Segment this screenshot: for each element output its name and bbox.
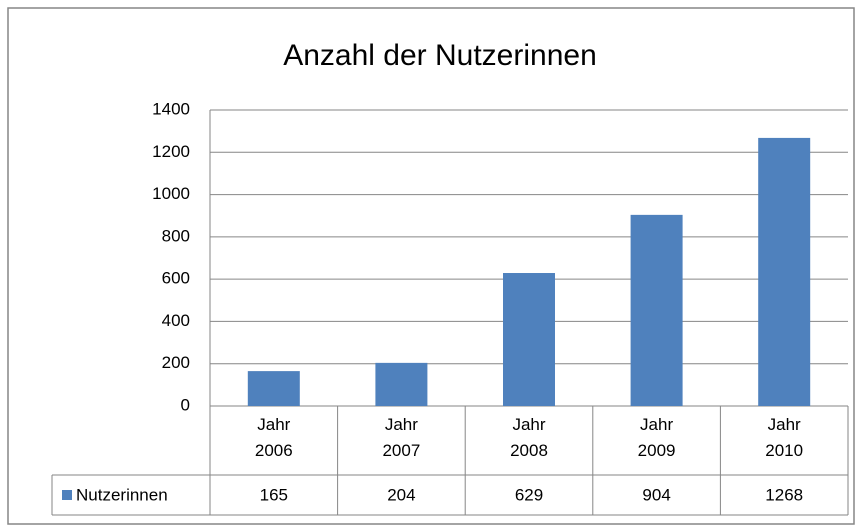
- x-tick-label: Jahr 2009: [637, 415, 676, 460]
- x-tick-label: Jahr 2008: [510, 415, 548, 460]
- legend-key: [62, 490, 72, 500]
- x-tick-label: Jahr 2010: [765, 415, 804, 460]
- data-table-value: 629: [515, 485, 543, 504]
- y-tick-label: 1000: [152, 184, 190, 203]
- y-tick-label: 400: [162, 311, 190, 330]
- bar: [247, 371, 300, 406]
- data-table-value: 204: [387, 485, 415, 504]
- y-tick-label: 200: [162, 353, 190, 372]
- y-tick-label: 1200: [152, 142, 190, 161]
- bar: [630, 214, 683, 406]
- y-tick-label: 1400: [152, 99, 190, 118]
- chart-border: [7, 7, 855, 525]
- data-table-value: 1268: [765, 485, 803, 504]
- bar: [375, 362, 428, 406]
- bar: [758, 137, 811, 406]
- y-tick-label: 600: [162, 269, 190, 288]
- chart-title: Anzahl der Nutzerinnen: [283, 39, 597, 72]
- legend-label: Nutzerinnen: [76, 485, 168, 504]
- y-tick-label: 0: [181, 395, 190, 414]
- x-tick-label: Jahr 2007: [382, 415, 421, 460]
- x-tick-label: Jahr 2006: [254, 415, 293, 460]
- y-tick-label: 800: [162, 226, 190, 245]
- data-table-value: 904: [642, 485, 670, 504]
- data-table-value: 165: [260, 485, 288, 504]
- bar: [503, 273, 555, 406]
